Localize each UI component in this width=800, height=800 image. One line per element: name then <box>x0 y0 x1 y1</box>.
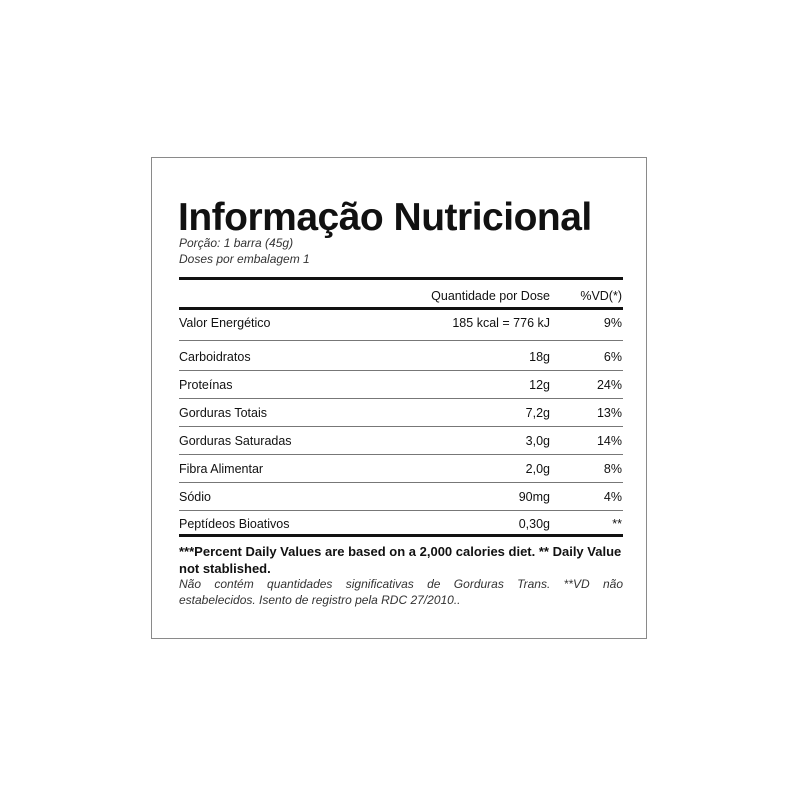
divider-thin <box>179 510 623 511</box>
nutrient-vd: 24% <box>596 378 622 392</box>
nutrient-amount: 0,30g <box>518 517 550 531</box>
nutrient-row: Peptídeos Bioativos 0,30g ** <box>179 516 623 532</box>
header-vd: %VD(*) <box>580 289 622 303</box>
nutrient-row: Sódio 90mg 4% <box>179 489 623 505</box>
divider-thin <box>179 426 623 427</box>
nutrient-vd: ** <box>612 517 622 531</box>
divider-thick <box>179 277 623 280</box>
nutrient-amount: 3,0g <box>525 434 550 448</box>
nutrient-name: Carboidratos <box>179 350 251 364</box>
label-title: Informação Nutricional <box>178 196 592 239</box>
nutrient-row: Gorduras Totais 7,2g 13% <box>179 405 623 421</box>
divider-thin <box>179 454 623 455</box>
nutrient-amount: 12g <box>529 378 550 392</box>
divider-thin <box>179 398 623 399</box>
nutrient-name: Sódio <box>179 490 211 504</box>
nutrient-amount: 7,2g <box>525 406 550 420</box>
nutrient-amount: 185 kcal = 776 kJ <box>452 316 550 330</box>
footnote-italic: Não contém quantidades significativas de… <box>179 577 623 607</box>
nutrient-vd: 6% <box>603 350 622 364</box>
nutrient-row: Proteínas 12g 24% <box>179 377 623 393</box>
nutrient-row: Valor Energético 185 kcal = 776 kJ 9% <box>179 315 623 331</box>
portion-text: Porção: 1 barra (45g) <box>179 236 294 250</box>
nutrient-name: Proteínas <box>179 378 233 392</box>
divider-thin <box>179 370 623 371</box>
divider-thin <box>179 482 623 483</box>
divider-thick <box>179 307 623 310</box>
nutrient-row: Fibra Alimentar 2,0g 8% <box>179 461 623 477</box>
header-amount: Quantidade por Dose <box>431 289 550 303</box>
nutrient-row: Carboidratos 18g 6% <box>179 349 623 365</box>
nutrient-vd: 8% <box>603 462 622 476</box>
nutrient-name: Fibra Alimentar <box>179 462 264 476</box>
nutrient-amount: 90mg <box>518 490 550 504</box>
nutrition-label: Informação Nutricional Porção: 1 barra (… <box>151 157 647 639</box>
divider-thin <box>179 340 623 341</box>
doses-text: Doses por embalagem 1 <box>179 252 310 266</box>
nutrient-vd: 4% <box>603 490 622 504</box>
nutrient-name: Valor Energético <box>179 316 271 330</box>
nutrient-name: Gorduras Totais <box>179 406 268 420</box>
divider-thick <box>179 534 623 537</box>
table-header: Quantidade por Dose %VD(*) <box>179 288 623 304</box>
nutrient-name: Peptídeos Bioativos <box>179 517 290 531</box>
footnote-bold: ***Percent Daily Values are based on a 2… <box>179 544 622 576</box>
nutrient-row: Gorduras Saturadas 3,0g 14% <box>179 433 623 449</box>
nutrient-vd: 9% <box>603 316 622 330</box>
nutrient-vd: 14% <box>596 434 622 448</box>
nutrient-vd: 13% <box>596 406 622 420</box>
nutrient-name: Gorduras Saturadas <box>179 434 292 448</box>
nutrient-amount: 2,0g <box>525 462 550 476</box>
nutrient-amount: 18g <box>529 350 550 364</box>
